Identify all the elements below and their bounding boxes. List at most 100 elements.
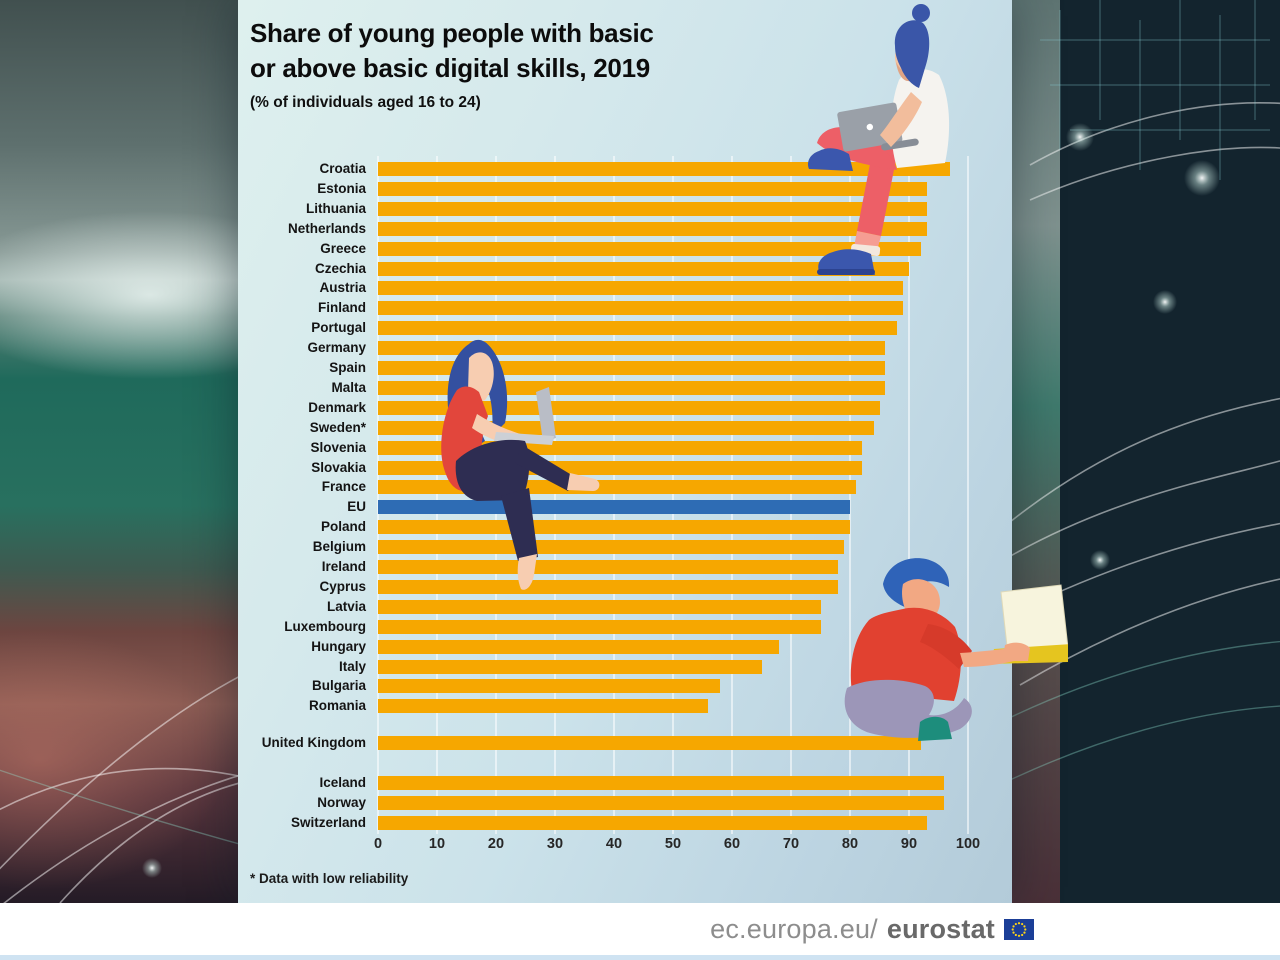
country-label: Latvia [326, 598, 366, 614]
background-left [0, 0, 244, 903]
country-label: Hungary [311, 638, 366, 654]
country-label: Belgium [312, 539, 366, 555]
x-axis-tick-label: 100 [955, 836, 981, 852]
value-bar [378, 619, 821, 634]
value-bar [378, 361, 886, 375]
value-bar [378, 341, 886, 356]
grid-line [554, 156, 556, 834]
country-label: United Kingdom [261, 735, 366, 751]
x-axis-tick-label: 30 [546, 836, 564, 852]
country-label: Croatia [319, 161, 366, 176]
country-label: Estonia [317, 180, 366, 196]
country-label: Ireland [321, 559, 366, 574]
value-bar [378, 639, 780, 654]
value-bar [378, 301, 904, 316]
value-bar [378, 221, 927, 236]
value-bar [378, 679, 721, 694]
value-bar [378, 261, 909, 276]
value-bar [378, 599, 821, 614]
value-bar [378, 201, 927, 216]
page-title: Share of young people with basic or abov… [250, 16, 710, 86]
value-bar [378, 380, 886, 395]
chart-subtitle: (% of individuals aged 16 to 24) [250, 94, 481, 111]
eu-flag-icon [1004, 918, 1034, 940]
grid-line [672, 156, 674, 834]
country-label: France [321, 479, 366, 495]
x-axis-tick-label: 90 [900, 836, 918, 852]
reliability-footnote: * Data with low reliability [250, 871, 409, 886]
country-label: Poland [320, 519, 366, 535]
grid-line [908, 156, 910, 834]
value-bar [378, 281, 904, 296]
eu-average-bar [378, 500, 850, 515]
value-bar [378, 520, 850, 535]
country-label: Spain [329, 360, 366, 375]
title-line-1: Share of young people with basic [250, 18, 654, 48]
grid-line [495, 156, 497, 834]
country-label: Cyprus [319, 578, 366, 594]
grid-line [731, 156, 733, 834]
value-bar [378, 815, 927, 830]
country-label: Switzerland [290, 814, 366, 830]
country-label: Netherlands [287, 220, 366, 236]
country-label: Norway [317, 795, 366, 810]
value-bar [378, 241, 921, 256]
grid-line [849, 156, 851, 834]
country-label: Luxembourg [284, 618, 366, 634]
value-bar [378, 796, 945, 810]
value-bar [378, 560, 839, 574]
country-label: Lithuania [306, 200, 366, 216]
footer-url-bold: eurostat [886, 913, 995, 944]
value-bar [378, 162, 951, 176]
x-axis-tick-label: 70 [782, 836, 800, 852]
x-axis-tick-label: 20 [487, 836, 505, 852]
country-label: Germany [307, 340, 366, 356]
country-label: Portugal [311, 320, 366, 336]
grid-line [377, 156, 379, 834]
x-axis-tick-label: 0 [373, 836, 383, 852]
x-axis-tick-label: 50 [664, 836, 682, 852]
value-bar [378, 420, 874, 435]
value-bar [378, 460, 862, 475]
country-label: Slovakia [311, 459, 366, 475]
x-axis-tick-label: 10 [428, 836, 446, 852]
value-bar [378, 659, 762, 674]
country-label: Slovenia [310, 439, 366, 455]
country-label: Malta [331, 379, 366, 395]
value-bar [378, 480, 856, 495]
value-bar [378, 736, 921, 751]
value-bar [378, 321, 898, 336]
country-label: EU [347, 499, 366, 515]
eurostat-link[interactable]: ec.europa.eu/eurostat [710, 903, 1034, 955]
country-label: Finland [318, 300, 366, 316]
x-axis-tick-label: 60 [723, 836, 741, 852]
grid-line [790, 156, 792, 834]
chart-panel: 0 10 20 30 40 50 60 70 80 90 100 Croatia Estonia Lith… [238, 0, 1012, 903]
grid-line [967, 156, 969, 834]
grid-line [613, 156, 615, 834]
country-label: Denmark [308, 399, 366, 415]
footer-bar: ec.europa.eu/eurostat [0, 903, 1280, 960]
footer-url-prefix: ec.europa.eu/ [710, 913, 878, 944]
value-bar [378, 440, 862, 455]
country-label: Greece [320, 240, 366, 256]
country-label: Romania [308, 698, 366, 714]
value-bar [378, 776, 945, 791]
x-axis-tick-label: 40 [605, 836, 623, 852]
value-bar [378, 699, 709, 714]
title-line-2: or above basic digital skills, 2019 [250, 53, 650, 83]
background-right [1008, 0, 1280, 903]
country-label: Bulgaria [311, 678, 366, 694]
country-label: Sweden* [309, 419, 366, 435]
value-bar [378, 540, 845, 555]
value-bar [378, 579, 839, 594]
x-axis-tick-label: 80 [841, 836, 859, 852]
country-label: Czechia [314, 260, 366, 276]
country-label: Italy [338, 658, 366, 674]
value-bar [378, 400, 880, 415]
country-label: Austria [319, 280, 366, 296]
value-bar [378, 181, 927, 196]
grid-line [436, 156, 438, 834]
country-label: Iceland [319, 775, 366, 791]
